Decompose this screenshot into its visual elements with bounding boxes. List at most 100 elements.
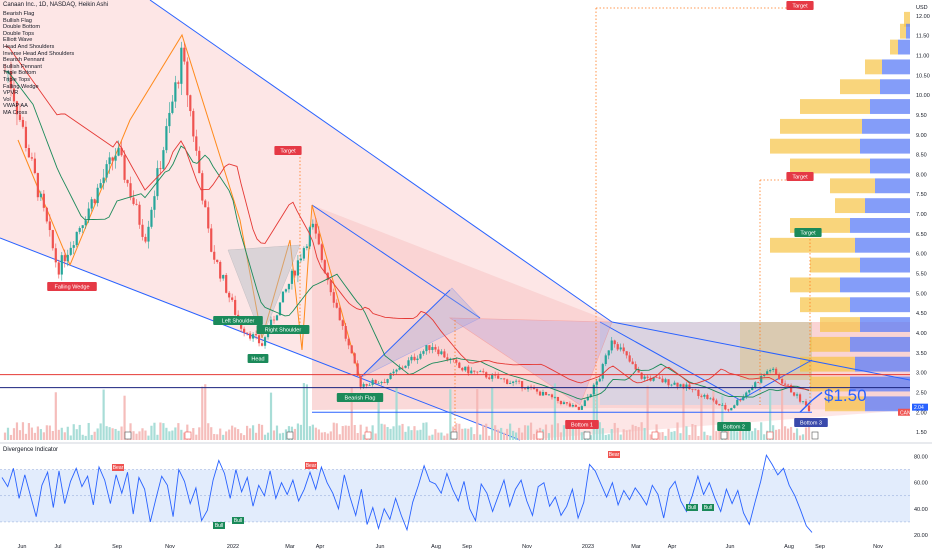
volume-bar [395,387,398,440]
indicator-title: Divergence Indicator [3,447,59,453]
signal-badge: Bull [688,505,696,511]
candle-body [467,366,470,374]
candle-body [99,183,102,188]
event-marker [651,431,659,440]
price-tick-label: 7.50 [916,192,927,198]
candle-body [66,254,69,262]
volume-bar [120,426,123,440]
volume-bar [93,431,96,440]
volume-bar [156,434,159,440]
volume-bar [751,431,754,440]
volume-bar [219,428,222,440]
event-marker [811,431,819,440]
volume-bar [422,422,425,440]
legend-item: VPVR [3,90,19,97]
vpvr-bar-down [870,158,910,174]
volume-bar [455,423,458,440]
candle-body [428,345,431,350]
pattern-label-text: Bottom 3 [800,421,822,427]
candle-body [622,347,625,352]
volume-bar [201,386,204,440]
pattern-label-box [794,418,828,427]
vpvr-bar-up [780,118,862,134]
candle-body [6,71,10,72]
candle-body [72,245,75,248]
volume-bar [198,427,201,440]
volume-bar [428,435,431,440]
legend-item: Head And Shoulders [3,43,55,50]
candle-body [126,179,129,184]
time-tick-label: Jul [54,544,61,550]
candle-body [81,225,84,229]
volume-bar [497,429,500,440]
volume-bar [248,428,252,440]
candle-body [736,399,739,406]
volume-bar [278,433,282,440]
candle-body [123,155,126,180]
volume-bar [329,431,332,440]
candle-body [195,136,198,151]
vpvr-bar-up [790,158,870,174]
volume-bar [117,430,120,440]
candle-body [9,71,13,89]
candle-body [781,378,784,384]
candle-body [329,280,332,293]
vpvr-bar-up [770,237,855,253]
volume-bar [216,434,219,440]
volume-bar [775,429,778,440]
volume-bar [700,393,703,440]
candle-body [162,150,165,170]
volume-bar [138,431,141,440]
price-tick-label: 3.00 [916,371,927,377]
volume-bar [697,435,700,440]
volume-bar [724,422,727,440]
volume-bar [550,424,554,440]
candle-body [24,126,28,148]
candle-body [204,200,207,208]
candle-body [804,401,808,406]
pattern-label-text: Left Shoulder [222,319,255,325]
candle-body [105,164,108,178]
volume-bar [299,424,302,440]
vpvr-bar-up [825,396,865,412]
volume-bar [165,427,168,440]
pattern-label-text: Target [280,149,296,155]
candle-body [219,262,222,279]
volume-bar [745,422,748,440]
volume-bar [631,424,634,440]
flag-upper [311,204,481,319]
candle-body [287,283,291,290]
candle-body [640,372,643,379]
candle-body [93,199,96,204]
candle-body [580,406,583,410]
volume-bar [305,384,308,440]
event-marker [124,431,132,440]
candle-body [577,406,580,410]
volume-bar [730,430,733,440]
volume-bar [461,428,464,440]
volume-bar [769,391,772,440]
volume-bar [36,426,39,440]
signal-badge: Bear [609,452,620,458]
volume-bar [661,432,664,440]
volume-profile [770,11,910,412]
indicator-tick-label: 20.00 [914,533,928,539]
vpvr-bar-down [875,178,910,194]
legend-item: Vol [3,96,11,103]
vpvr-bar-down [850,218,910,233]
volume-bar [479,434,482,440]
pattern-label-box [256,325,310,334]
candle-body [159,168,162,170]
volume-bar [386,427,389,440]
candle-body [147,226,150,242]
volume-bar [592,393,595,440]
price-tick-label: 8.00 [916,172,927,178]
candle-body [769,369,772,372]
price-tick-label: 9.50 [916,113,927,119]
candle-body [198,150,201,174]
horizontal-lines [0,374,910,413]
pattern-label-text: Target [792,175,808,181]
volume-bar [446,433,449,440]
volume-bar [691,424,694,440]
candle-body [314,223,317,234]
